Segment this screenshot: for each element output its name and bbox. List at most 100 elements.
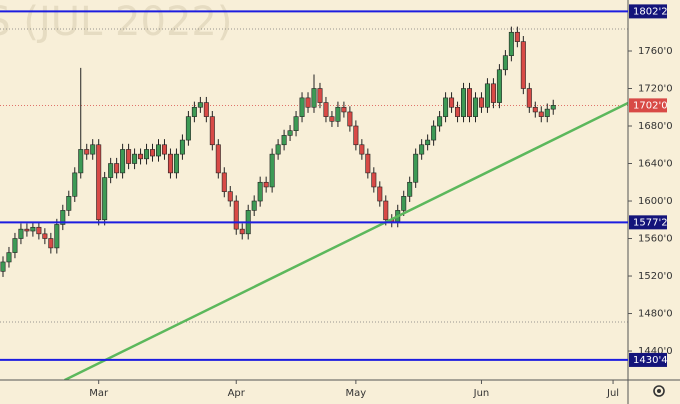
candle-body bbox=[102, 177, 108, 221]
level-tag bbox=[629, 352, 667, 367]
candle-body bbox=[173, 153, 179, 174]
candle-body bbox=[191, 106, 197, 117]
candle-body bbox=[317, 88, 323, 103]
x-tick-label: Jun bbox=[473, 388, 490, 399]
watermark: ES (JUL 2022) bbox=[0, 0, 232, 45]
candle-body bbox=[478, 97, 484, 108]
candle-body bbox=[287, 130, 293, 136]
candle-body bbox=[365, 153, 371, 174]
candle-body bbox=[90, 144, 96, 155]
candle-body bbox=[550, 105, 556, 110]
candle-body bbox=[443, 97, 449, 117]
candle-body bbox=[6, 252, 12, 263]
candle-body bbox=[377, 186, 383, 202]
candle-body bbox=[323, 102, 329, 117]
candle-body bbox=[449, 97, 455, 108]
candle-body bbox=[281, 135, 287, 146]
candle-body bbox=[96, 144, 102, 221]
trendline bbox=[64, 101, 628, 380]
candle-body bbox=[126, 149, 132, 164]
candle-body bbox=[12, 238, 18, 253]
candle-body bbox=[150, 149, 156, 157]
y-tick-label: 1680'0 bbox=[638, 121, 673, 132]
candle-body bbox=[108, 163, 114, 178]
y-tick-label: 1440'0 bbox=[638, 346, 673, 357]
candle-body bbox=[144, 149, 150, 160]
candle-body bbox=[227, 191, 233, 202]
x-tick-label: Apr bbox=[228, 388, 246, 399]
level-tag bbox=[629, 215, 667, 230]
candle-body bbox=[526, 88, 532, 108]
candle-body bbox=[275, 144, 281, 155]
candle-body bbox=[251, 200, 257, 211]
candle-body bbox=[335, 106, 341, 122]
candle-body bbox=[167, 153, 173, 174]
candle-body bbox=[299, 97, 305, 117]
candle-body bbox=[215, 144, 221, 174]
candle-body bbox=[239, 228, 245, 235]
candle-body bbox=[209, 116, 215, 146]
x-tick-label: Jul bbox=[606, 388, 619, 399]
candle-body bbox=[233, 200, 239, 230]
candle-body bbox=[437, 116, 443, 127]
candle-body bbox=[0, 261, 6, 272]
last-price-label: 1702'0 bbox=[633, 100, 668, 111]
y-tick-label: 1480'0 bbox=[638, 309, 673, 320]
level-label: 1577'2 bbox=[633, 217, 668, 228]
candle-body bbox=[407, 181, 413, 197]
plot-area: ES (JUL 2022) bbox=[0, 0, 628, 380]
candle-body bbox=[120, 149, 126, 174]
candle-body bbox=[347, 111, 353, 127]
candle-body bbox=[532, 106, 538, 113]
candle-body bbox=[132, 153, 138, 164]
y-tick-label: 1560'0 bbox=[638, 234, 673, 245]
candle-body bbox=[359, 144, 365, 155]
candle-body bbox=[161, 144, 167, 155]
settings-icon[interactable] bbox=[653, 385, 665, 397]
candle-body bbox=[401, 196, 407, 211]
candle-body bbox=[293, 116, 299, 131]
candle-body bbox=[520, 41, 526, 89]
candle-body bbox=[24, 228, 30, 232]
candle-body bbox=[484, 83, 490, 108]
candle-body bbox=[257, 181, 263, 202]
candle-body bbox=[60, 210, 66, 225]
gear bbox=[653, 385, 665, 397]
candle-body bbox=[353, 125, 359, 146]
candle-body bbox=[538, 111, 544, 117]
candle-body bbox=[197, 102, 203, 108]
candle-body bbox=[413, 153, 419, 183]
gear-center bbox=[657, 389, 661, 393]
candle-body bbox=[419, 144, 425, 155]
x-tick-label: Mar bbox=[89, 388, 109, 399]
candle-body bbox=[269, 153, 275, 188]
y-tick-label: 1720'0 bbox=[638, 84, 673, 95]
candle-body bbox=[383, 200, 389, 221]
level-tag bbox=[629, 4, 667, 19]
candle-body bbox=[18, 228, 24, 239]
candle-body bbox=[263, 181, 269, 188]
candle-body bbox=[311, 88, 317, 108]
candle-body bbox=[329, 116, 335, 122]
candle-body bbox=[425, 139, 431, 146]
candle-body bbox=[502, 55, 508, 71]
candle-body bbox=[203, 102, 209, 117]
candle-body bbox=[138, 153, 144, 160]
candle-body bbox=[508, 31, 514, 56]
last-price-tag bbox=[629, 98, 667, 113]
candle-body bbox=[455, 106, 461, 117]
y-tick-label: 1520'0 bbox=[638, 271, 673, 282]
candle-body bbox=[48, 238, 54, 249]
candle-body bbox=[72, 172, 78, 197]
candle-body bbox=[461, 88, 467, 117]
candle-body bbox=[490, 83, 496, 103]
candle-body bbox=[185, 116, 191, 141]
candle-body bbox=[514, 31, 520, 42]
candle-body bbox=[42, 233, 48, 239]
candle-body bbox=[30, 226, 36, 232]
candle-body bbox=[155, 144, 161, 157]
candle-body bbox=[431, 125, 437, 141]
y-tick-label: 1600'0 bbox=[638, 196, 673, 207]
level-label: 1430'4 bbox=[633, 355, 668, 366]
